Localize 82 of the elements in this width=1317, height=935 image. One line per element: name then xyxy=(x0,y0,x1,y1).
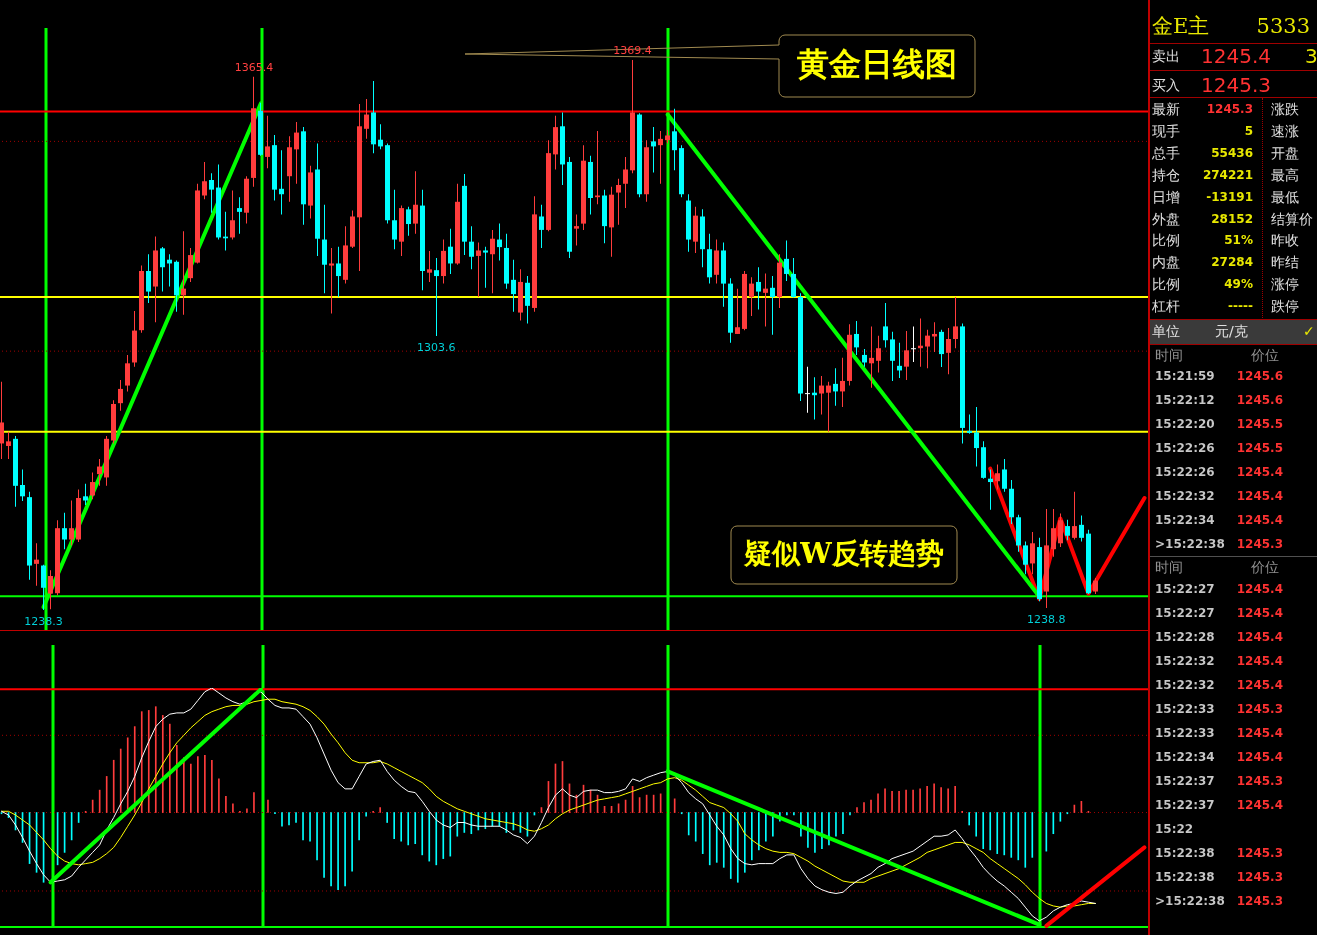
text: 跌停 xyxy=(1271,297,1299,317)
text: 时间 xyxy=(1155,558,1183,577)
text: 单位 xyxy=(1152,322,1180,341)
text: 15:22:32 1245.4 xyxy=(1155,673,1283,697)
text: 51% xyxy=(1224,232,1253,250)
text: 27284 xyxy=(1211,254,1253,272)
text: 时间 xyxy=(1155,346,1183,365)
annotation: 疑似W反转趋势 xyxy=(743,537,944,571)
text: 15:22:32 1245.4 xyxy=(1155,649,1283,673)
text: 速涨 xyxy=(1271,121,1299,141)
candlestick xyxy=(574,214,579,246)
text: 昨收 xyxy=(1271,231,1299,251)
text: 55436 xyxy=(1211,144,1253,162)
text: ✓ xyxy=(1303,322,1315,341)
text: 49% xyxy=(1224,276,1253,294)
text: 15:22:20 1245.5 xyxy=(1155,412,1283,436)
text: 价位 xyxy=(1251,558,1279,577)
text: 15:22:34 1245.4 xyxy=(1155,508,1283,532)
text: 28152 xyxy=(1211,210,1253,228)
text: ----- xyxy=(1228,298,1253,316)
text: 涨跌 xyxy=(1271,100,1299,119)
text: 3 xyxy=(1305,44,1317,68)
text: 15:22:33 1245.4 xyxy=(1155,721,1283,745)
text: 金E主 xyxy=(1152,14,1210,38)
text: 总手 xyxy=(1152,143,1180,163)
text: 15:22:27 1245.4 xyxy=(1155,577,1283,601)
candlestick xyxy=(279,150,284,215)
text: 结算价 xyxy=(1271,209,1313,229)
text: 比例 xyxy=(1152,231,1180,251)
candlestick xyxy=(805,366,810,413)
text: 最新 xyxy=(1152,100,1180,119)
annotation: 1369.4 xyxy=(613,43,652,57)
text: 15:22:38 1245.3 xyxy=(1155,865,1283,889)
text: 15:22:32 1245.4 xyxy=(1155,484,1283,508)
text: 15:22:37 1245.4 xyxy=(1155,793,1283,817)
text: 1245.3 xyxy=(1201,73,1271,97)
text: -13191 xyxy=(1206,188,1253,206)
text: 杠杆 xyxy=(1152,297,1180,317)
text: 现手 xyxy=(1152,121,1180,141)
text: 卖出 xyxy=(1152,47,1180,66)
annotation: 黄金日线图 xyxy=(797,45,957,84)
text: >15:22:38 1245.3 xyxy=(1155,532,1283,556)
text: >15:22:38 1245.3 xyxy=(1155,889,1283,913)
text: 15:22:27 1245.4 xyxy=(1155,601,1283,625)
candlestick xyxy=(869,326,874,388)
text: 15:22:12 1245.6 xyxy=(1155,388,1283,412)
candlestick xyxy=(237,197,242,234)
text: 5333 xyxy=(1256,14,1310,38)
text: 日增 xyxy=(1152,187,1180,207)
text: 元/克 xyxy=(1215,322,1248,341)
text: 15:22:38 1245.3 xyxy=(1155,841,1283,865)
text: 15:22 xyxy=(1155,817,1283,841)
text: 1245.3 xyxy=(1206,101,1253,118)
text: 274221 xyxy=(1202,166,1253,184)
text: 5 xyxy=(1244,122,1253,140)
candlestick xyxy=(483,246,488,288)
text: 持仓 xyxy=(1152,165,1180,185)
text: 最高 xyxy=(1271,165,1299,185)
text: 内盘 xyxy=(1152,253,1180,273)
text: 1245.4 xyxy=(1201,44,1271,68)
annotation: 1238.8 xyxy=(1027,612,1066,626)
text: 15:22:26 1245.5 xyxy=(1155,436,1283,460)
text: 价位 xyxy=(1251,346,1279,365)
text: 涨停 xyxy=(1271,275,1299,295)
text: 最低 xyxy=(1271,187,1299,207)
text: 15:22:37 1245.3 xyxy=(1155,769,1283,793)
text: 15:21:59 1245.6 xyxy=(1155,364,1283,388)
text: 15:22:26 1245.4 xyxy=(1155,460,1283,484)
text: 15:22:34 1245.4 xyxy=(1155,745,1283,769)
text: 开盘 xyxy=(1271,143,1299,163)
annotation: 1303.6 xyxy=(417,340,456,354)
text: 15:22:33 1245.3 xyxy=(1155,697,1283,721)
candlestick xyxy=(329,247,334,314)
text: 买入 xyxy=(1152,76,1180,95)
text: 15:22:28 1245.4 xyxy=(1155,625,1283,649)
candlestick xyxy=(911,326,916,363)
candlestick xyxy=(763,273,768,327)
text: 比例 xyxy=(1152,275,1180,295)
candlestick xyxy=(34,543,39,586)
text: 昨结 xyxy=(1271,253,1299,273)
text: 外盘 xyxy=(1152,209,1180,229)
candlestick xyxy=(434,258,439,337)
